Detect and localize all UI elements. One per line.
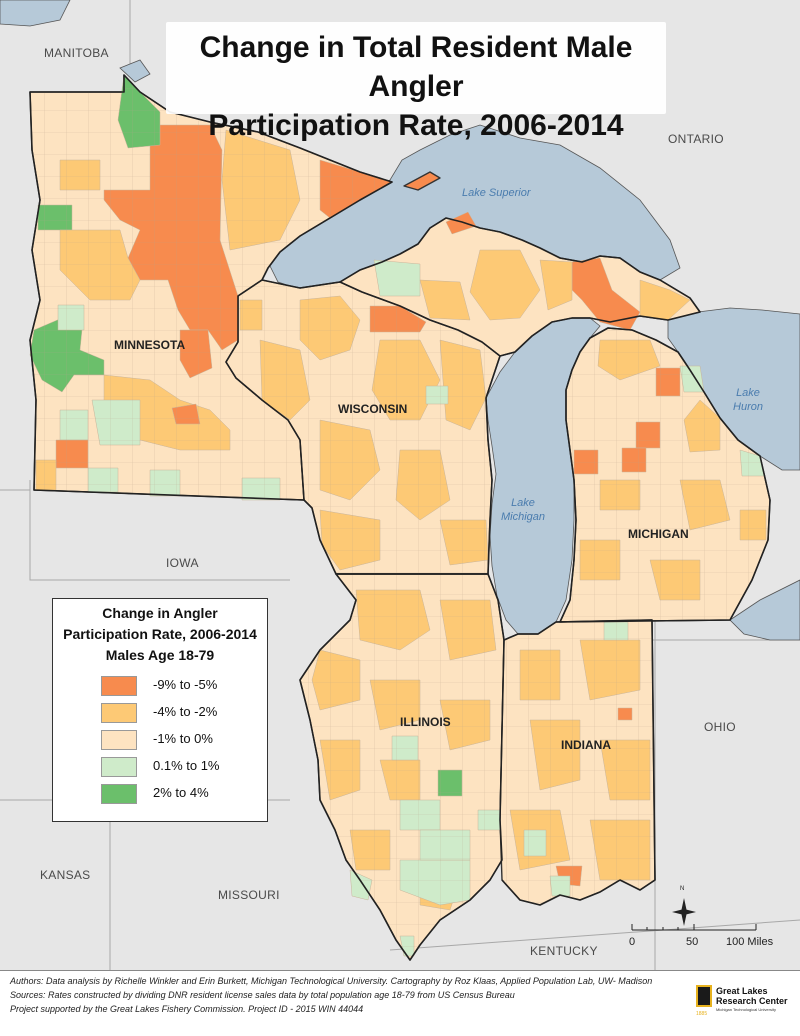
label-ohio: OHIO	[704, 720, 736, 734]
credits-footer: Authors: Data analysis by Richelle Winkl…	[0, 970, 800, 1036]
title-box	[166, 22, 666, 114]
legend-label: -1% to 0%	[153, 731, 213, 746]
scale-label-0: 0	[629, 936, 636, 948]
county-grid	[30, 75, 770, 960]
north-label: N	[680, 886, 685, 892]
legend-label: -4% to -2%	[153, 704, 218, 719]
label-kansas: KANSAS	[40, 868, 91, 882]
label-indiana: INDIANA	[561, 738, 611, 752]
label-lake-michigan-line2: Michigan	[500, 511, 546, 523]
label-ontario: ONTARIO	[668, 132, 724, 146]
map-title-line2: Participation Rate, 2006-2014	[208, 109, 624, 142]
label-lake-huron-line2: Huron	[733, 401, 763, 413]
label-wisconsin: WISCONSIN	[338, 402, 408, 416]
state-outlines	[29, 74, 771, 961]
logo-year: 1885	[696, 1011, 708, 1017]
isle-royale	[403, 171, 441, 191]
map-title: Change in Total Resident Male Angler Par…	[160, 28, 672, 145]
credits-authors: Authors: Data analysis by Richelle Winkl…	[10, 976, 653, 986]
logo-line2: Research Center	[716, 996, 788, 1006]
label-lake-huron: Lake Huron	[730, 386, 766, 414]
legend-title-line1: Change in Angler	[102, 605, 218, 621]
legend-label: 2% to 4%	[153, 785, 209, 800]
legend-label: -9% to -5%	[153, 677, 218, 692]
legend-swatch	[101, 757, 137, 777]
legend: Change in Angler Participation Rate, 200…	[52, 598, 268, 822]
lighthouse-icon	[696, 985, 712, 1007]
credits-sources: Sources: Rates constructed by dividing D…	[10, 990, 515, 1000]
legend-title-line2: Participation Rate, 2006-2014	[63, 626, 257, 642]
legend-title-line3: Males Age 18-79	[105, 647, 215, 663]
legend-swatch	[101, 730, 137, 750]
legend-swatch	[101, 676, 137, 696]
label-michigan: MICHIGAN	[628, 527, 689, 541]
legend-swatch	[101, 784, 137, 804]
logo-subtext: Michigan Technological University	[716, 1007, 776, 1012]
legend-title: Change in Angler Participation Rate, 200…	[53, 603, 267, 666]
label-lake-michigan-line1: Lake	[511, 497, 535, 509]
lakes	[0, 0, 800, 641]
great-lakes-logo: Great Lakes Research Center Michigan Tec…	[696, 981, 792, 1021]
rainy-lake	[119, 59, 151, 83]
label-kentucky: KENTUCKY	[530, 944, 598, 958]
label-lake-huron-line1: Lake	[736, 387, 760, 399]
label-iowa: IOWA	[166, 556, 199, 570]
label-lake-michigan: Lake Michigan	[498, 496, 548, 524]
north-arrow-icon	[672, 898, 696, 926]
label-illinois: ILLINOIS	[400, 715, 451, 729]
label-missouri: MISSOURI	[218, 888, 280, 902]
label-manitoba: MANITOBA	[44, 46, 109, 60]
label-minnesota: MINNESOTA	[114, 338, 186, 352]
logo-line1: Great Lakes	[716, 986, 768, 996]
lake-winnipeg-edge	[0, 0, 71, 27]
scale-label-50: 50	[686, 936, 699, 948]
legend-swatch	[101, 703, 137, 723]
scale-label-100: 100 Miles	[726, 936, 774, 948]
lake-erie	[729, 579, 800, 641]
logo-text: Great Lakes Research Center	[716, 986, 788, 1006]
map-title-line1: Change in Total Resident Male Angler	[199, 31, 633, 103]
label-lake-superior: Lake Superior	[462, 187, 531, 199]
scale-bar	[631, 924, 757, 931]
credits-project: Project supported by the Great Lakes Fis…	[10, 1004, 364, 1014]
legend-label: 0.1% to 1%	[153, 758, 220, 773]
